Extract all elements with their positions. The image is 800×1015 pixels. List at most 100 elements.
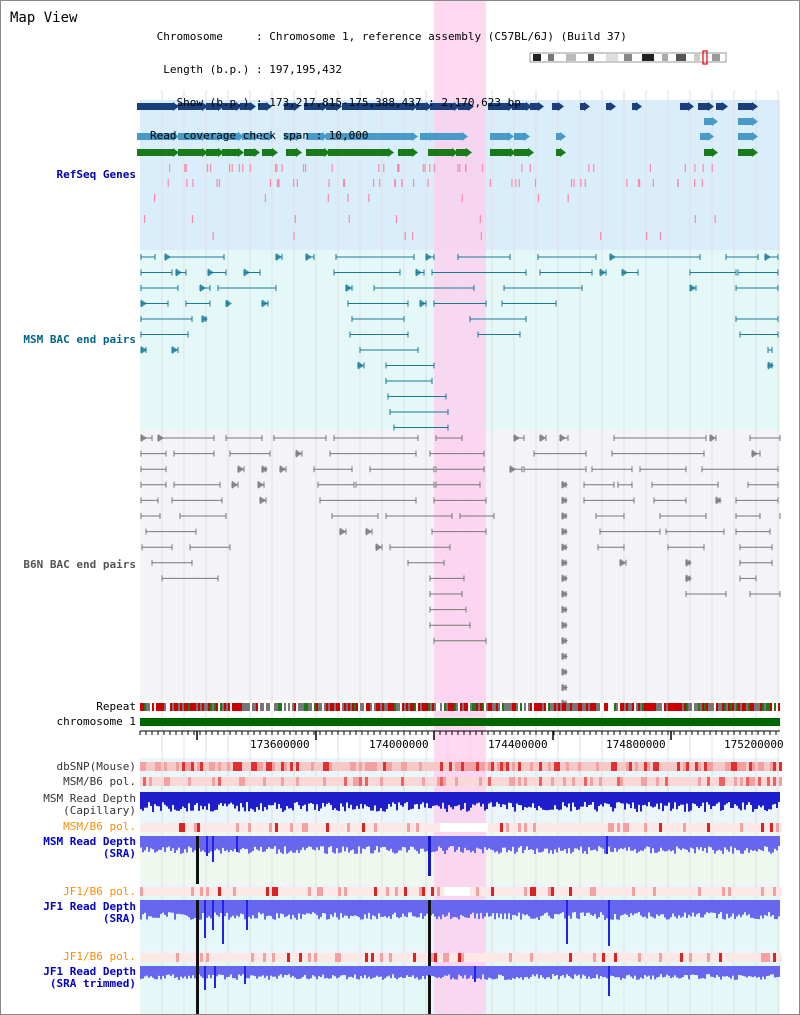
- read-depth-bar: [604, 900, 606, 920]
- polymorphism-strip: [260, 953, 263, 962]
- read-depth-bar: [186, 900, 188, 916]
- polymorphism-strip: [713, 762, 716, 771]
- read-depth-bar: [668, 836, 670, 850]
- polymorphism-strip: [563, 762, 566, 771]
- read-depth-bar: [704, 836, 706, 848]
- polymorphism-strip: [293, 777, 296, 786]
- polymorphism-strip: [593, 887, 596, 896]
- polymorphism-strip: [620, 762, 623, 771]
- read-depth-bar: [272, 900, 274, 919]
- gene-arrow: [296, 132, 302, 141]
- polymorphism-strip: [584, 887, 587, 896]
- read-depth-bar: [654, 966, 656, 980]
- gene-feature: [262, 149, 272, 156]
- polymorphism-strip: [449, 953, 452, 962]
- polymorphism-strip: [182, 953, 185, 962]
- repeat-mark: [728, 703, 730, 711]
- read-depth-bar: [384, 836, 386, 847]
- refseq-marker: [328, 179, 330, 187]
- polymorphism-strip: [419, 887, 422, 896]
- repeat-mark: [140, 703, 142, 711]
- polymorphism-strip: [410, 762, 413, 771]
- read-depth-bar: [694, 900, 696, 917]
- read-depth-bar: [476, 792, 478, 804]
- polymorphism-strip: [545, 777, 548, 786]
- msm-bac-pair-arrow: [690, 284, 696, 292]
- read-depth-bar: [366, 836, 368, 847]
- repeat-mark: [350, 703, 352, 711]
- polymorphism-strip: [359, 762, 362, 771]
- polymorphism-strip: [719, 777, 722, 786]
- gene-feature: [306, 149, 324, 156]
- read-depth-bar: [528, 966, 530, 979]
- read-depth-bar: [376, 792, 378, 812]
- gene-feature: [606, 103, 610, 110]
- refseq-marker: [379, 179, 381, 187]
- repeat-mark: [532, 703, 534, 711]
- position-axis: 173600000 174000000 174400000 174800000 …: [140, 736, 784, 756]
- gene-feature: [556, 133, 560, 140]
- track-label-msm-bac[interactable]: MSM BAC end pairs: [0, 334, 136, 346]
- repeat-mark: [198, 703, 200, 711]
- refseq-marker: [281, 164, 283, 172]
- gene-feature: [700, 133, 708, 140]
- read-depth-bar: [474, 836, 476, 854]
- read-depth-bar: [294, 966, 296, 978]
- b6n-bac-pair-arrow: [562, 480, 568, 489]
- read-depth-bar: [584, 792, 586, 803]
- polymorphism-strip: [296, 762, 299, 771]
- repeat-mark: [372, 703, 374, 711]
- gene-arrow: [752, 117, 758, 126]
- read-depth-bar: [724, 966, 726, 977]
- read-depth-bar: [384, 900, 386, 917]
- polymorphism-strip: [161, 777, 164, 786]
- polymorphism-strip: [446, 762, 449, 771]
- read-depth-bar: [278, 900, 280, 919]
- polymorphism-strip: [707, 762, 710, 771]
- polymorphism-strip: [281, 953, 284, 962]
- read-depth-bar: [332, 900, 334, 917]
- read-depth-bar: [636, 836, 638, 854]
- track-label-refseq[interactable]: RefSeq Genes: [0, 169, 136, 181]
- repeat-mark: [574, 703, 576, 711]
- polymorphism-strip: [437, 762, 440, 771]
- polymorphism-strip: [239, 887, 242, 896]
- polymorphism-strip: [635, 762, 638, 771]
- polymorphism-strip: [176, 762, 179, 771]
- polymorphism-strip: [215, 953, 218, 962]
- polymorphism-strip: [413, 762, 416, 771]
- read-depth-bar: [288, 836, 290, 853]
- track-label-repeat: Repeat: [0, 701, 136, 713]
- repeat-mark: [394, 703, 396, 711]
- repeat-mark: [452, 703, 454, 711]
- repeat-mark: [448, 703, 450, 711]
- read-depth-bar: [366, 792, 368, 807]
- read-depth-bar: [468, 966, 470, 979]
- polymorphism-strip: [605, 777, 608, 786]
- polymorphism-strip: [644, 887, 647, 896]
- track-label-b6n-bac[interactable]: B6N BAC end pairs: [0, 559, 136, 571]
- gene-arrow: [752, 132, 758, 141]
- polymorphism-strip: [146, 953, 149, 962]
- polymorphism-strip: [707, 953, 710, 962]
- polymorphism-strip: [404, 777, 407, 786]
- polymorphism-strip: [467, 777, 470, 786]
- polymorphism-strip: [467, 762, 470, 771]
- repeat-mark: [700, 703, 702, 711]
- gene-feature: [244, 149, 254, 156]
- repeat-mark: [214, 703, 216, 711]
- refseq-marker: [296, 179, 299, 187]
- read-depth-bar: [386, 792, 388, 809]
- polymorphism-strip: [710, 953, 713, 962]
- read-depth-bar: [268, 792, 270, 805]
- polymorphism-strip: [503, 953, 506, 962]
- polymorphism-strip: [629, 953, 632, 962]
- read-depth-bar: [206, 966, 208, 979]
- polymorphism-strip: [476, 762, 479, 771]
- repeat-mark: [470, 703, 472, 711]
- read-depth-bar: [232, 900, 234, 916]
- repeat-mark: [446, 703, 448, 711]
- repeat-mark: [200, 703, 202, 711]
- polymorphism-strip: [530, 762, 533, 771]
